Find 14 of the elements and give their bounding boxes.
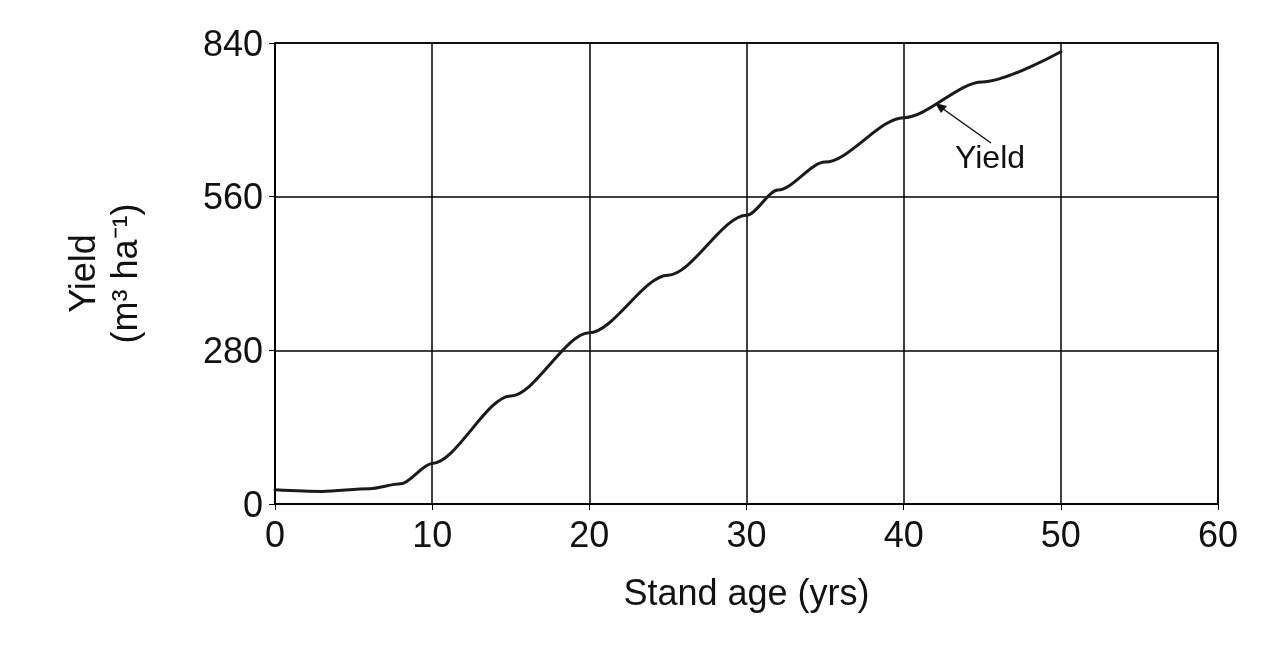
y-tick-label: 560 [202,176,263,218]
x-tick-label: 60 [1197,513,1239,555]
x-tick-label: 10 [412,513,453,555]
x-tick-label: 40 [883,513,924,555]
line-series [273,50,1063,493]
y-tick-label: 280 [202,329,263,371]
x-tick-label: 50 [1040,513,1081,555]
y-axis-title: Yield (m³ ha⁻¹) [61,203,145,344]
y-tick-label: 840 [202,22,263,64]
y-tick-label: 0 [242,483,263,525]
x-tick-label: 20 [569,513,610,555]
x-tick-label: 30 [726,513,767,555]
x-axis-title: Stand age (yrs) [623,571,870,613]
annotation: Yield [955,139,1026,176]
